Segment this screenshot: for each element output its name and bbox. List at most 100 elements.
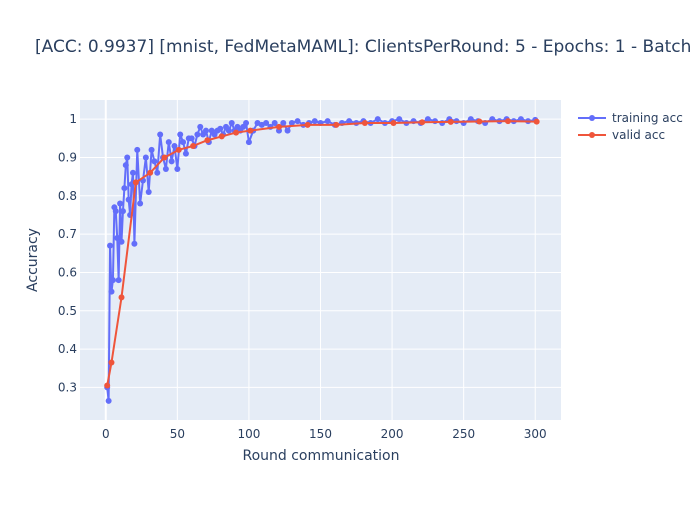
legend-item[interactable]: training acc [578,111,683,125]
x-axis-ticks: 0 50 100 150 200 250 300 [102,427,547,441]
data-point [142,154,149,161]
data-point [165,139,172,146]
data-point [324,118,331,125]
x-axis-title: Round communication [242,448,399,464]
data-point [137,200,144,207]
data-point [194,131,201,138]
data-point [118,238,125,245]
data-point [333,121,340,128]
data-point [271,119,278,126]
data-point [245,139,252,146]
data-point [121,185,128,192]
data-point [390,119,397,126]
legend-marker [589,132,595,138]
y-tick-label: 0.9 [58,150,77,164]
data-point [346,118,353,125]
x-tick-label: 250 [452,427,475,441]
data-point [197,123,204,130]
x-tick-label: 50 [170,427,185,441]
x-tick-label: 150 [309,427,332,441]
data-point [151,158,158,165]
data-point [218,133,225,140]
legend-label: training acc [612,111,683,125]
data-point [175,146,182,153]
data-point [188,135,195,142]
data-point [107,242,114,249]
data-point [124,154,131,161]
data-point [288,119,295,126]
data-point [225,127,232,134]
y-axis-title: Accuracy [25,228,41,292]
legend-item[interactable]: valid acc [578,128,665,142]
data-point [424,116,431,123]
data-point [161,154,168,161]
data-point [294,118,301,125]
data-point [162,165,169,172]
data-point [117,200,124,207]
data-point [145,188,152,195]
data-point [132,179,139,186]
data-point [396,116,403,123]
legend-marker [589,115,595,121]
data-point [361,119,368,126]
data-point [109,277,116,284]
data-point [119,208,126,215]
x-tick-label: 0 [102,427,110,441]
chart-title: [ACC: 0.9937] [mnist, FedMetaMAML]: Clie… [35,37,691,57]
y-tick-label: 0.7 [58,227,77,241]
data-point [112,208,119,215]
series-line [106,120,537,386]
series-1 [104,118,540,389]
x-tick-label: 100 [237,427,260,441]
data-point [168,158,175,165]
data-point [311,118,318,125]
data-point [275,123,282,130]
data-point [217,125,224,132]
y-tick-label: 0.8 [58,189,77,203]
data-point [190,142,197,149]
data-point [263,119,270,126]
data-point [233,129,240,136]
data-point [108,359,115,366]
y-tick-label: 0.5 [58,304,77,318]
y-tick-label: 1 [69,112,77,126]
data-point [125,196,132,203]
data-point [243,119,250,126]
legend[interactable]: training acc valid acc [578,111,683,142]
y-axis-ticks: 0.3 0.4 0.5 0.6 0.7 0.8 0.9 1 [58,112,77,394]
series-layer [104,116,540,404]
data-point [447,118,454,125]
data-point [280,119,287,126]
data-point [122,162,129,169]
data-point [105,397,112,404]
data-point [104,382,111,389]
data-point [182,150,189,157]
data-point [114,234,121,241]
y-tick-label: 0.4 [58,342,77,356]
data-point [228,119,235,126]
x-tick-label: 200 [381,427,404,441]
data-point [131,240,138,247]
x-tick-label: 300 [524,427,547,441]
data-point [134,146,141,153]
gridlines [80,100,561,420]
data-point [108,288,115,295]
data-point [154,169,161,176]
data-point [148,146,155,153]
y-tick-label: 0.6 [58,265,77,279]
data-point [374,116,381,123]
data-point [157,131,164,138]
data-point [115,277,122,284]
data-point [304,121,311,128]
data-point [476,118,483,125]
data-point [118,294,125,301]
data-point [147,169,154,176]
data-point [284,127,291,134]
data-point [419,119,426,126]
data-point [180,139,187,146]
y-tick-label: 0.3 [58,380,77,394]
data-point [171,142,178,149]
legend-label: valid acc [612,128,665,142]
data-point [533,118,540,125]
